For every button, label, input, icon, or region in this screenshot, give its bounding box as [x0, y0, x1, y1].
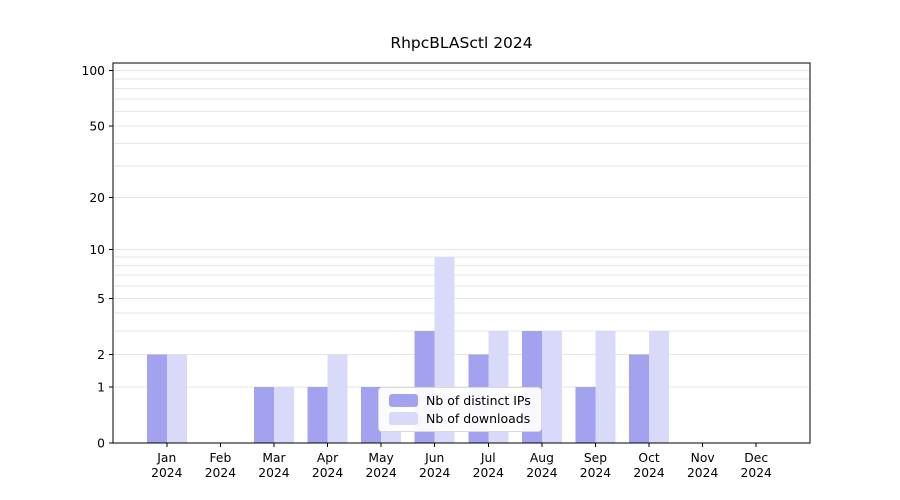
legend-item-downloads: Nb of downloads	[389, 411, 531, 426]
bar-distinct-ips	[253, 387, 274, 443]
legend: Nb of distinct IPs Nb of downloads	[378, 387, 542, 432]
bar-downloads	[649, 331, 670, 443]
x-tick-label: Aug	[530, 451, 554, 465]
x-tick-year-label: 2024	[312, 466, 343, 480]
x-tick-year-label: 2024	[205, 466, 236, 480]
legend-item-distinct-ips: Nb of distinct IPs	[389, 393, 531, 408]
bar-distinct-ips	[575, 387, 596, 443]
bar-downloads	[273, 387, 294, 443]
bar-distinct-ips	[361, 387, 382, 443]
y-tick-label: 10	[89, 243, 105, 257]
x-tick-label: Jan	[156, 451, 176, 465]
y-tick-label: 100	[82, 64, 105, 78]
x-tick-year-label: 2024	[365, 466, 396, 480]
x-tick-year-label: 2024	[633, 466, 664, 480]
x-tick-year-label: 2024	[741, 466, 772, 480]
x-tick-year-label: 2024	[419, 466, 450, 480]
x-tick-label: Dec	[744, 451, 768, 465]
bar-downloads	[541, 331, 562, 443]
x-tick-label: Jun	[424, 451, 444, 465]
y-tick-label: 0	[97, 437, 105, 451]
x-tick-label: May	[368, 451, 393, 465]
x-tick-year-label: 2024	[687, 466, 718, 480]
x-tick-year-label: 2024	[258, 466, 289, 480]
legend-label-distinct-ips: Nb of distinct IPs	[426, 393, 531, 408]
y-tick-label: 50	[89, 119, 105, 133]
x-tick-year-label: 2024	[151, 466, 182, 480]
legend-swatch-distinct-ips	[389, 394, 418, 407]
x-tick-label: Oct	[638, 451, 659, 465]
chart-title: RhpcBLASctl 2024	[390, 34, 533, 52]
legend-swatch-downloads	[389, 412, 418, 425]
x-tick-label: Sep	[584, 451, 607, 465]
bar-distinct-ips	[307, 387, 328, 443]
x-tick-year-label: 2024	[526, 466, 557, 480]
y-tick-label: 5	[97, 292, 105, 306]
legend-label-downloads: Nb of downloads	[426, 411, 531, 426]
x-tick-label: Jul	[480, 451, 496, 465]
bar-downloads	[327, 354, 348, 443]
x-tick-label: Nov	[691, 451, 715, 465]
bar-distinct-ips	[146, 354, 167, 443]
x-tick-year-label: 2024	[473, 466, 504, 480]
y-tick-label: 2	[97, 348, 105, 362]
bar-downloads	[166, 354, 187, 443]
y-tick-label: 1	[97, 381, 105, 395]
x-tick-label: Apr	[317, 451, 339, 465]
x-tick-year-label: 2024	[580, 466, 611, 480]
axis-frame	[112, 62, 811, 444]
x-tick-label: Feb	[209, 451, 231, 465]
x-tick-label: Mar	[262, 451, 286, 465]
y-tick-label: 20	[89, 191, 105, 205]
bar-downloads	[595, 331, 616, 443]
bar-distinct-ips	[629, 354, 650, 443]
